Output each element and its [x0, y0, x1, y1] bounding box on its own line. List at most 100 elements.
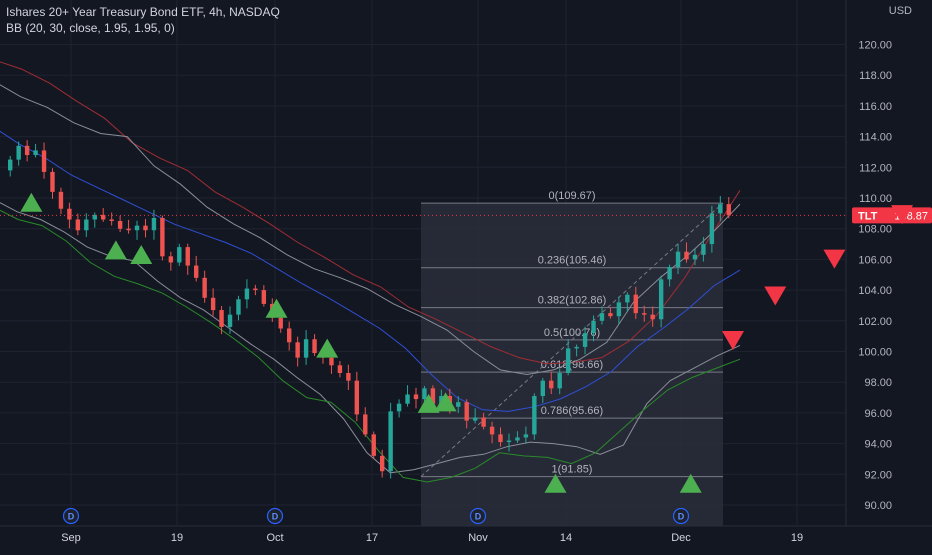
candle-body [244, 288, 250, 300]
candle-body [185, 247, 190, 266]
candle-body [109, 219, 114, 222]
y-tick-label: 120.00 [858, 40, 892, 52]
candle-body [134, 225, 140, 231]
candle-body [126, 228, 131, 231]
candle-body [608, 313, 613, 317]
buy-signal-marker [130, 244, 153, 264]
y-tick-label: 114.00 [859, 132, 892, 144]
candle-body [642, 313, 647, 315]
candle-body [549, 380, 554, 389]
candle-body [236, 299, 241, 315]
fibonacci-box [421, 203, 723, 527]
sell-signal-marker [823, 249, 846, 269]
candle-body [50, 171, 55, 192]
candle-body [413, 394, 419, 400]
buy-signal-marker [20, 192, 43, 212]
candle-body [540, 380, 545, 397]
fib-level-label: 1(91.85) [552, 464, 593, 476]
candle-body [464, 402, 469, 421]
candle-body [557, 372, 562, 389]
candle-body [565, 348, 571, 373]
candle-body [41, 150, 47, 172]
candle-body [422, 388, 427, 400]
candle-body [160, 217, 165, 257]
bb-lower-outer-line [0, 209, 741, 483]
y-tick-label: 106.00 [858, 254, 892, 266]
dividend-marker [62, 507, 80, 525]
y-tick-label: 100.00 [858, 347, 892, 359]
candle-body [405, 394, 410, 404]
candle-body [210, 297, 216, 311]
buy-signal-marker [434, 392, 457, 412]
y-tick-label: 94.00 [864, 439, 892, 451]
candle-body [709, 213, 715, 245]
candle-body [515, 437, 520, 441]
candle-body [312, 339, 317, 354]
sell-signal-marker [764, 286, 787, 306]
candle-body [506, 440, 512, 443]
candle-body [489, 426, 495, 435]
y-tick-label: 96.00 [864, 408, 892, 420]
candle-body [456, 402, 461, 407]
candle-body [101, 214, 106, 220]
y-tick-label: 116.00 [859, 101, 892, 113]
candle-body [16, 145, 21, 160]
candle-body [194, 265, 199, 278]
candle-body [633, 294, 638, 314]
dividend-marker-label: D [272, 512, 279, 522]
fib-level-label: 0(109.67) [548, 190, 595, 202]
candle-body [726, 204, 731, 216]
candle-body [379, 455, 385, 472]
dividend-marker [469, 507, 487, 525]
candle-body [363, 414, 368, 435]
candle-body [92, 214, 97, 220]
x-tick-label: 14 [560, 532, 572, 544]
candle-body [75, 219, 81, 231]
candle-body [472, 417, 478, 421]
dividend-marker-label: D [68, 512, 75, 522]
x-tick-label: Sep [61, 532, 81, 544]
candle-body [346, 372, 351, 381]
candle-body [591, 320, 596, 334]
candle-body [532, 396, 537, 435]
candle-body [388, 411, 393, 472]
indicator-label[interactable]: BB (20, 30, close, 1.95, 1.95, 0) [6, 21, 175, 35]
candle-body [303, 339, 309, 358]
y-tick-label: 104.00 [858, 285, 892, 297]
x-tick-label: Dec [671, 532, 691, 544]
fib-level-label: 0.786(95.66) [541, 405, 603, 417]
currency-label: USD [888, 5, 912, 17]
x-tick-label: Nov [468, 532, 488, 544]
candle-body [523, 434, 529, 438]
candle-body [278, 317, 283, 329]
fib-level-label: 0.382(102.86) [538, 295, 607, 307]
candle-body [574, 346, 579, 349]
candle-body [253, 288, 258, 291]
candle-body [177, 247, 182, 263]
fib-trend-line [420, 202, 724, 477]
symbol-title[interactable]: Ishares 20+ Year Treasury Bond ETF, 4h, … [6, 5, 280, 19]
candle-body [430, 388, 436, 404]
candle-body [58, 191, 64, 209]
x-tick-label: 17 [366, 532, 378, 544]
candle-body [117, 221, 123, 229]
candle-body [202, 277, 207, 298]
candle-body [371, 434, 376, 456]
candle-body [650, 314, 655, 320]
buy-signal-marker [104, 240, 127, 260]
y-tick-label: 112.00 [859, 162, 892, 174]
sell-signal-marker [891, 205, 914, 225]
candle-body [33, 150, 38, 156]
candle-body [667, 267, 672, 280]
candle-body [625, 294, 630, 303]
candle-body [718, 204, 723, 214]
bb-upper-outer-line [0, 61, 741, 365]
candle-body [599, 313, 605, 321]
candle-body [286, 328, 292, 343]
dividend-marker-label: D [678, 512, 685, 522]
y-tick-label: 118.00 [859, 70, 892, 82]
candle-body [227, 314, 233, 327]
candle-body [684, 251, 689, 260]
